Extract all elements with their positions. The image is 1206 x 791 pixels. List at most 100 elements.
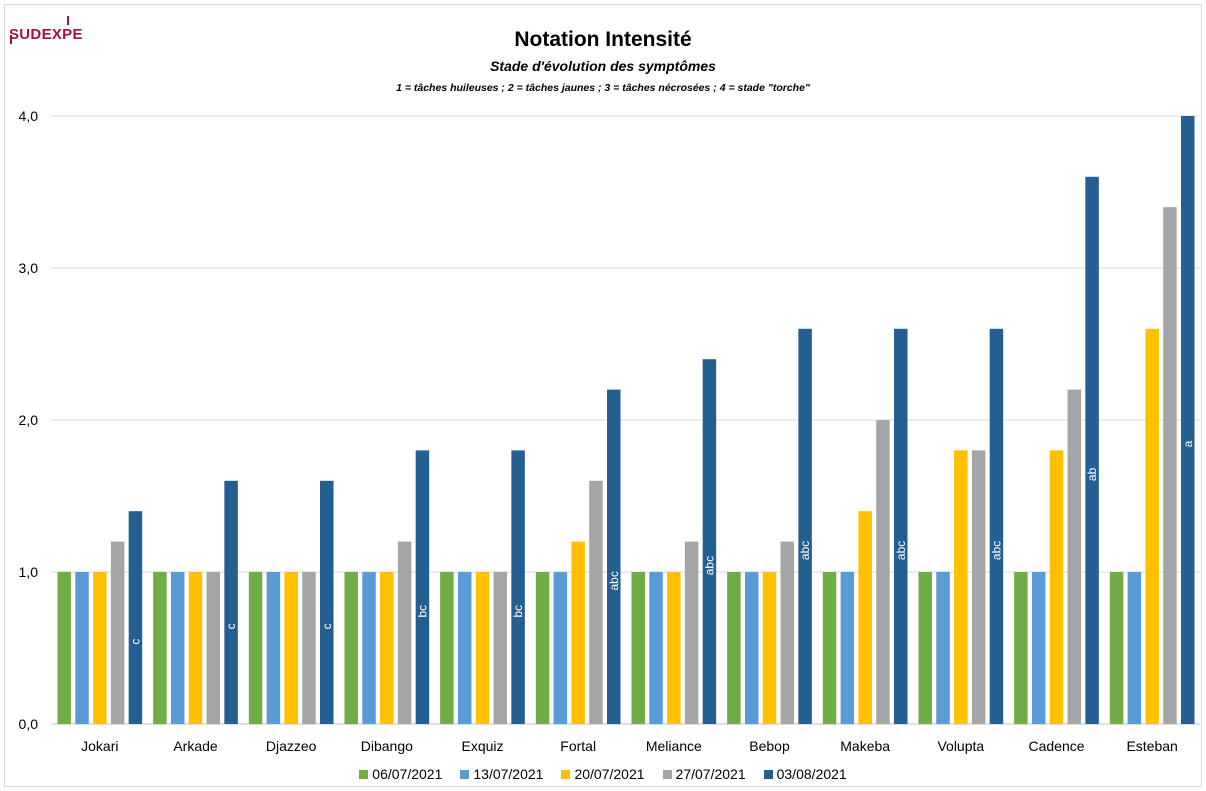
- bar-data-label: abc: [798, 541, 812, 560]
- chart-scale-note: 1 = tâches huileuses ; 2 = tâches jaunes…: [396, 82, 810, 94]
- x-tick-label: Jokari: [81, 738, 118, 754]
- bar: [320, 480, 334, 724]
- bar: [954, 450, 968, 724]
- legend-label: 06/07/2021: [372, 766, 443, 782]
- bar: [840, 572, 855, 724]
- bar: [440, 572, 454, 724]
- bar: [894, 328, 908, 724]
- bar: [936, 572, 950, 724]
- legend-label: 27/07/2021: [675, 766, 746, 782]
- bar: [744, 572, 759, 724]
- x-tick-label: Makeba: [840, 738, 890, 754]
- bar-data-label: bc: [415, 605, 429, 618]
- bar: [918, 572, 932, 724]
- bar: [780, 541, 795, 724]
- bar: [1145, 328, 1159, 724]
- x-tick-label: Arkade: [173, 738, 218, 754]
- x-tick-label: Fortal: [560, 738, 596, 754]
- bar: [1085, 176, 1099, 725]
- legend-swatch: [460, 769, 470, 779]
- y-tick-label: 2,0: [19, 412, 39, 428]
- bar: [380, 572, 394, 724]
- bar: [266, 572, 281, 724]
- bar: [188, 572, 203, 724]
- bar: [553, 572, 568, 724]
- chart-frame: [4, 4, 1202, 787]
- bar: [684, 541, 699, 724]
- bar-data-label: c: [320, 623, 334, 629]
- bar: [971, 450, 986, 724]
- bar-data-label: bc: [511, 605, 525, 618]
- bar: [1181, 116, 1195, 724]
- bar: [224, 480, 238, 724]
- bar: [302, 572, 316, 724]
- bar: [493, 572, 508, 724]
- bar: [535, 572, 550, 724]
- bar: [727, 572, 741, 724]
- bar: [1031, 572, 1046, 724]
- bar-data-label: abc: [607, 571, 621, 590]
- legend-swatch: [561, 769, 571, 779]
- bar: [702, 359, 717, 724]
- bar: [631, 572, 645, 724]
- bar: [1109, 572, 1124, 724]
- y-tick-label: 3,0: [19, 260, 39, 276]
- bar: [206, 572, 221, 724]
- bar: [1163, 207, 1177, 724]
- bar: [1127, 572, 1142, 724]
- bar: [362, 572, 376, 724]
- legend-swatch: [763, 769, 773, 779]
- bar: [457, 572, 472, 724]
- bar-data-label: ab: [1085, 467, 1099, 481]
- bar: [876, 420, 890, 724]
- bar: [822, 572, 837, 724]
- bar: [858, 511, 872, 724]
- x-tick-label: Dibango: [361, 738, 413, 754]
- x-tick-label: Volupta: [937, 738, 984, 754]
- logo-mark-left: [10, 35, 12, 44]
- bar: [762, 572, 777, 724]
- bar: [153, 572, 167, 724]
- bar: [415, 450, 430, 724]
- bar-data-label: c: [128, 639, 142, 645]
- x-tick-label: Meliance: [646, 738, 702, 754]
- bar: [589, 480, 603, 724]
- bar: [475, 572, 490, 724]
- bar: [667, 572, 681, 724]
- bar: [989, 328, 1004, 724]
- bar-data-label: abc: [894, 541, 908, 560]
- x-tick-label: Esteban: [1126, 738, 1177, 754]
- legend-entry: 20/07/2021: [561, 766, 645, 782]
- bar: [1014, 572, 1028, 724]
- bar: [128, 511, 143, 724]
- bar-data-label: abc: [702, 556, 716, 575]
- bar: [57, 572, 71, 724]
- bar-data-label: a: [1181, 440, 1195, 447]
- x-tick-label: Cadence: [1028, 738, 1084, 754]
- chart-title: Notation Intensité: [514, 28, 692, 51]
- bar: [511, 450, 525, 724]
- legend-label: 20/07/2021: [574, 766, 645, 782]
- bar-data-label: abc: [989, 541, 1003, 560]
- bar: [607, 389, 621, 724]
- logo-text: SUDEXPE: [9, 26, 83, 43]
- legend-swatch: [359, 769, 369, 779]
- bar: [284, 572, 298, 724]
- x-tick-label: Djazzeo: [266, 738, 317, 754]
- legend-swatch: [662, 769, 672, 779]
- bar: [571, 541, 585, 724]
- chart-legend: 06/07/2021 13/07/2021 20/07/2021 27/07/2021…: [0, 766, 1206, 782]
- legend-label: 13/07/2021: [473, 766, 544, 782]
- bar: [798, 328, 812, 724]
- chart-subtitle: Stade d'évolution des symptômes: [490, 58, 716, 74]
- bar: [1067, 389, 1082, 724]
- y-tick-label: 0,0: [19, 716, 39, 732]
- legend-entry: 27/07/2021: [662, 766, 746, 782]
- logo-mark-right: [67, 16, 69, 25]
- bar: [75, 572, 89, 724]
- y-tick-label: 1,0: [19, 564, 39, 580]
- bar-data-label: c: [224, 623, 238, 629]
- legend-label: 03/08/2021: [776, 766, 847, 782]
- bar: [344, 572, 358, 724]
